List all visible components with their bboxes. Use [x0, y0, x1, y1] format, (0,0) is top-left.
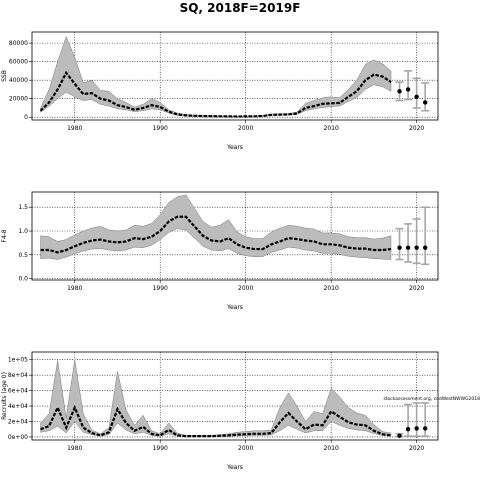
- x-tick-label: 2020: [409, 125, 424, 132]
- y-tick-label: 40000: [9, 77, 28, 84]
- projection-2019: [404, 223, 413, 263]
- x-tick-label: 1990: [153, 285, 168, 292]
- x-tick-label: 2010: [324, 285, 339, 292]
- x-tick-label: 2000: [238, 445, 253, 452]
- chart-title: SQ, 2018F=2019F: [179, 1, 301, 15]
- y-tick-label: 1.5: [18, 204, 28, 211]
- plot-frame: [31, 31, 439, 121]
- y-tick-label: 0e+00: [8, 434, 28, 441]
- projection-point: [414, 426, 419, 431]
- y-tick-label: 1.0: [18, 228, 28, 235]
- confidence-band: [40, 194, 392, 260]
- y-tick-label: 20000: [9, 96, 28, 103]
- y-tick-label: 8e+04: [8, 372, 28, 379]
- projection-2021: [421, 402, 430, 437]
- confidence-band: [40, 35, 392, 118]
- y-axis-label: Recruits (age 0): [1, 372, 8, 420]
- projection-point: [397, 89, 402, 94]
- projection-point: [414, 94, 419, 100]
- x-axis-label: Years: [226, 304, 243, 311]
- source-annotation: stockassessment.org, codWestNWWG2018: [383, 396, 480, 402]
- projection-2020: [412, 402, 421, 437]
- panel-2: 1980 1990 2000 2010 2020 0.0 0.5 1.0 1.5 Years F4-…: [1, 191, 439, 311]
- projection-point: [397, 245, 402, 250]
- projection-2021: [421, 206, 430, 266]
- confidence-band: [40, 359, 392, 437]
- x-tick-label: 2020: [409, 445, 424, 452]
- y-tick-label: 4e+04: [8, 403, 28, 410]
- y-tick-label: 0.0: [18, 276, 28, 283]
- projection-2021: [421, 82, 430, 112]
- y-tick-label: 1e+05: [8, 357, 28, 364]
- projection-point: [405, 245, 411, 250]
- projection-2018: [395, 433, 404, 438]
- median-line: [40, 404, 392, 438]
- y-tick-label: 0: [24, 114, 28, 121]
- projection-point: [397, 433, 402, 438]
- projection-2018: [395, 81, 404, 102]
- projection-point: [414, 245, 419, 250]
- x-tick-label: 1980: [67, 125, 82, 132]
- y-axis-label: SSB: [1, 70, 8, 82]
- projection-point: [422, 245, 428, 250]
- x-tick-label: 2000: [238, 285, 253, 292]
- y-tick-label: 80000: [9, 40, 28, 47]
- x-tick-label: 2000: [238, 125, 253, 132]
- x-tick-label: 1980: [67, 445, 82, 452]
- plot-frame: [31, 351, 439, 441]
- projection-2020: [412, 218, 421, 265]
- projection-2019: [404, 70, 413, 101]
- projection-2019: [404, 403, 413, 437]
- x-tick-label: 2010: [324, 125, 339, 132]
- projection-point: [422, 100, 428, 105]
- projection-point: [405, 426, 411, 432]
- projection-2020: [412, 77, 421, 109]
- x-axis-label: Years: [226, 464, 243, 471]
- x-tick-label: 1980: [67, 285, 82, 292]
- y-tick-label: 60000: [9, 59, 28, 66]
- y-tick-label: 0.5: [18, 252, 28, 259]
- x-tick-label: 1990: [153, 125, 168, 132]
- x-tick-label: 2010: [324, 445, 339, 452]
- y-tick-label: 2e+04: [8, 418, 28, 425]
- x-tick-label: 2020: [409, 285, 424, 292]
- panel-1: 1980 1990 2000 2010 2020 0 20000 40000 60000 8000…: [1, 31, 439, 151]
- panel-3: 1980 1990 2000 2010 2020 0e+00 2e+04 4e+04 6e+04…: [1, 351, 480, 471]
- median-line: [40, 215, 392, 254]
- x-tick-label: 1990: [153, 445, 168, 452]
- x-axis-label: Years: [226, 144, 243, 151]
- y-axis-label: F4-8: [1, 229, 8, 242]
- y-tick-label: 6e+04: [8, 388, 28, 395]
- projection-point: [405, 87, 411, 92]
- projection-2018: [395, 227, 404, 261]
- projection-point: [422, 426, 428, 431]
- median-line: [39, 70, 392, 118]
- plot-frame: [31, 191, 439, 281]
